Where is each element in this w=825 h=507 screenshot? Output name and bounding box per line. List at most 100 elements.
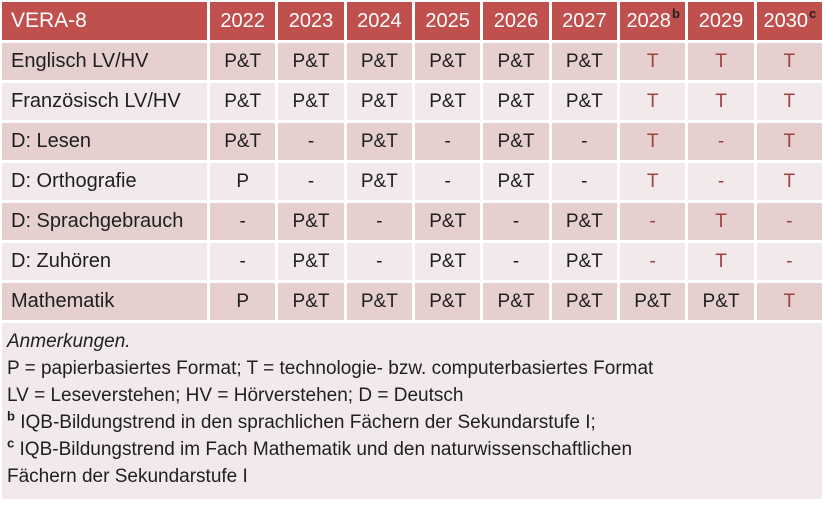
format-cell: P&T xyxy=(278,283,344,320)
note-line: P = papierbasiertes Format; T = technolo… xyxy=(7,355,817,382)
format-cell: P&T xyxy=(483,43,549,80)
format-cell: - xyxy=(210,243,276,280)
format-cell: P&T xyxy=(278,203,344,240)
format-cell: - xyxy=(415,163,481,200)
row-label: D: Lesen xyxy=(2,123,207,160)
note-line: b IQB-Bildungstrend in den sprachlichen … xyxy=(7,409,817,436)
format-cell: P&T xyxy=(551,83,617,120)
year-label: 2030 xyxy=(763,9,808,32)
format-cell: P xyxy=(210,283,276,320)
year-header: 2023 xyxy=(278,2,344,40)
format-cell: P&T xyxy=(346,123,412,160)
footnote-marker: c xyxy=(7,435,15,451)
row-label: D: Sprachgebrauch xyxy=(2,203,207,240)
note-text: Fächern der Sekundarstufe I xyxy=(7,466,248,487)
format-cell: - xyxy=(620,243,686,280)
format-cell: T xyxy=(756,43,822,80)
format-cell: - xyxy=(210,203,276,240)
row-label: Englisch LV/HV xyxy=(2,43,207,80)
format-cell: P&T xyxy=(415,243,481,280)
row-label: D: Orthografie xyxy=(2,163,207,200)
table-title-cell: VERA-8 xyxy=(2,2,207,40)
format-cell: - xyxy=(278,123,344,160)
format-cell: P&T xyxy=(415,43,481,80)
format-cell: P&T xyxy=(415,203,481,240)
year-label: 2027 xyxy=(562,9,607,32)
note-line: Anmerkungen. xyxy=(7,328,817,355)
year-label: 2024 xyxy=(357,9,402,32)
note-line: LV = Leseverstehen; HV = Hörverstehen; D… xyxy=(7,382,817,409)
format-cell: - xyxy=(688,123,754,160)
year-header: 2022 xyxy=(210,2,276,40)
format-cell: P&T xyxy=(551,203,617,240)
year-label: 2025 xyxy=(425,9,470,32)
note-text: Anmerkungen. xyxy=(7,331,131,352)
format-cell: P&T xyxy=(483,123,549,160)
note-text: P = papierbasiertes Format; T = technolo… xyxy=(7,358,654,379)
year-header: 2029 xyxy=(688,2,754,40)
year-label: 2028 xyxy=(626,9,671,32)
year-label: 2029 xyxy=(698,9,744,32)
note-line: Fächern der Sekundarstufe I xyxy=(7,463,817,490)
format-cell: P&T xyxy=(210,43,276,80)
note-text: LV = Leseverstehen; HV = Hörverstehen; D… xyxy=(7,385,464,406)
format-cell: P&T xyxy=(551,243,617,280)
format-cell: P&T xyxy=(688,283,754,320)
format-cell: P&T xyxy=(415,283,481,320)
format-cell: - xyxy=(278,163,344,200)
format-cell: T xyxy=(756,163,822,200)
format-cell: P&T xyxy=(483,163,549,200)
format-cell: - xyxy=(483,203,549,240)
year-header: 2025 xyxy=(415,2,481,40)
format-cell: P&T xyxy=(620,283,686,320)
format-cell: - xyxy=(756,243,822,280)
year-header: 2027 xyxy=(551,2,617,40)
format-cell: P&T xyxy=(346,83,412,120)
year-label: 2026 xyxy=(493,9,539,32)
format-cell: P&T xyxy=(415,83,481,120)
year-header: 2026 xyxy=(483,2,549,40)
note-line: c IQB-Bildungstrend im Fach Mathematik u… xyxy=(7,436,817,463)
format-cell: T xyxy=(688,243,754,280)
format-cell: T xyxy=(620,43,686,80)
year-label: 2022 xyxy=(220,9,265,32)
format-cell: - xyxy=(620,203,686,240)
format-cell: - xyxy=(346,243,412,280)
table-notes: Anmerkungen. P = papierbasiertes Format; … xyxy=(2,323,822,499)
year-header: 2028 b xyxy=(620,2,686,40)
format-cell: P&T xyxy=(278,43,344,80)
format-cell: - xyxy=(688,163,754,200)
format-cell: T xyxy=(756,123,822,160)
row-label: D: Zuhören xyxy=(2,243,207,280)
format-cell: T xyxy=(756,283,822,320)
format-cell: T xyxy=(688,83,754,120)
note-text: IQB-Bildungstrend im Fach Mathematik und… xyxy=(19,439,633,460)
format-cell: P&T xyxy=(346,43,412,80)
vera8-schedule-table: VERA-8 2022 2023 2024 2025 2026 2027 2028 b 2029 2… xyxy=(2,2,822,320)
format-cell: P&T xyxy=(210,123,276,160)
format-cell: P&T xyxy=(483,283,549,320)
note-text: IQB-Bildungstrend in den sprachlichen Fä… xyxy=(20,412,596,433)
format-cell: P&T xyxy=(551,283,617,320)
format-cell: - xyxy=(756,203,822,240)
row-label: Französisch LV/HV xyxy=(2,83,207,120)
format-cell: P&T xyxy=(278,83,344,120)
format-cell: - xyxy=(551,123,617,160)
year-header: 2024 xyxy=(346,2,412,40)
format-cell: - xyxy=(415,123,481,160)
format-cell: T xyxy=(688,43,754,80)
year-header: 2030 c xyxy=(756,2,822,40)
row-label: Mathematik xyxy=(2,283,207,320)
format-cell: P&T xyxy=(346,283,412,320)
format-cell: T xyxy=(620,83,686,120)
footnote-marker: b xyxy=(7,408,15,424)
format-cell: P&T xyxy=(210,83,276,120)
format-cell: T xyxy=(620,123,686,160)
format-cell: P xyxy=(210,163,276,200)
format-cell: P&T xyxy=(346,163,412,200)
format-cell: P&T xyxy=(483,83,549,120)
format-cell: P&T xyxy=(278,243,344,280)
year-label: 2023 xyxy=(288,9,334,32)
format-cell: T xyxy=(688,203,754,240)
